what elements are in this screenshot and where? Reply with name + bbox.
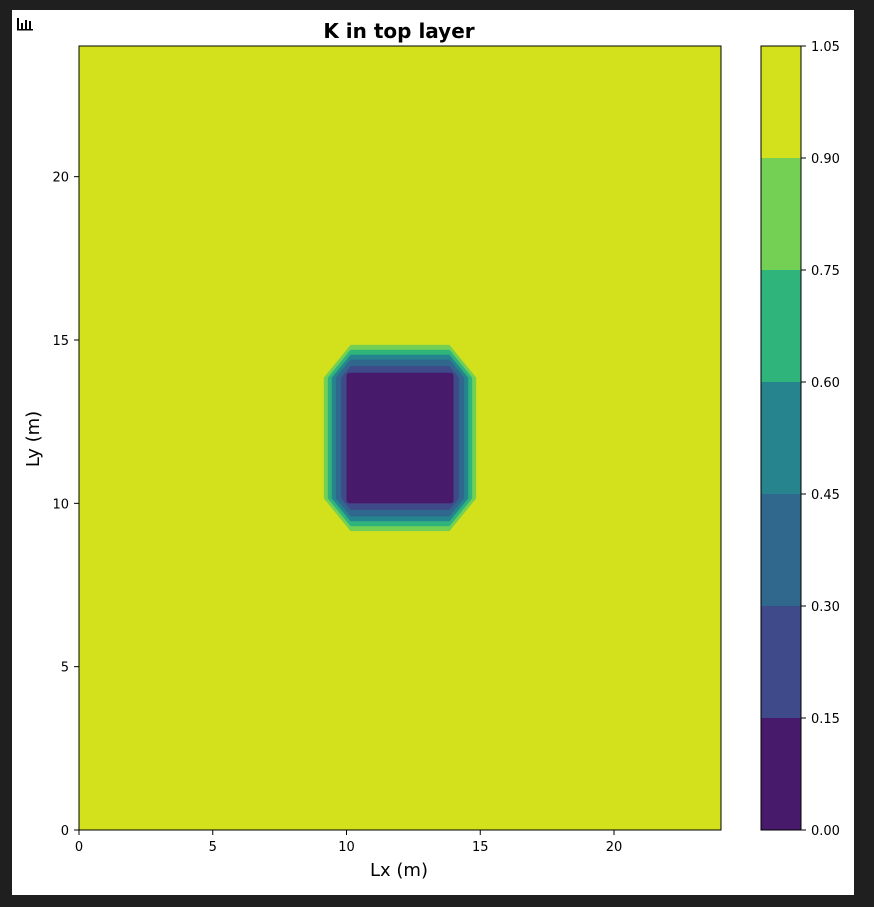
plot-area <box>78 45 722 831</box>
colorbar-band <box>761 270 801 382</box>
plot-frame <box>78 45 722 831</box>
colorbar-tick-label: 0.15 <box>811 712 840 727</box>
colorbar-tick-label: 1.05 <box>811 40 840 55</box>
x-tick-label: 5 <box>209 840 217 855</box>
y-axis: 0 5 10 15 20 <box>52 171 79 839</box>
colorbar-tick-label: 0.30 <box>811 600 840 615</box>
y-tick-label: 10 <box>52 497 69 512</box>
colorbar-band <box>761 158 801 270</box>
x-tick-label: 0 <box>75 840 83 855</box>
colorbar-tick-label: 0.45 <box>811 488 840 503</box>
colorbar-band <box>761 46 801 158</box>
y-axis-label: Ly (m) <box>23 411 44 467</box>
colorbar-band <box>761 382 801 494</box>
x-axis: 0 5 10 15 20 <box>75 830 622 855</box>
y-tick-label: 15 <box>52 334 69 349</box>
x-tick-label: 20 <box>606 840 623 855</box>
bar-chart-icon[interactable] <box>16 16 34 32</box>
x-axis-label: Lx (m) <box>370 860 428 881</box>
y-tick-label: 0 <box>61 824 69 839</box>
y-tick-label: 20 <box>52 171 69 186</box>
colorbar-tick-label: 0.60 <box>811 376 840 391</box>
colorbar-tick-label: 0.00 <box>811 824 840 839</box>
colorbar-band <box>761 494 801 606</box>
x-tick-label: 10 <box>338 840 355 855</box>
colorbar-frame <box>760 45 802 831</box>
colorbar-band <box>761 718 801 830</box>
colorbar-axis: 0.00 0.15 0.30 0.45 0.60 0.75 0.90 1.05 <box>801 40 840 839</box>
x-tick-label: 15 <box>472 840 489 855</box>
low-k-inclusion <box>346 372 454 504</box>
colorbar-tick-label: 0.90 <box>811 152 840 167</box>
colorbar-band <box>761 606 801 718</box>
y-tick-label: 5 <box>61 661 69 676</box>
colorbar <box>760 45 802 831</box>
chart-title: K in top layer <box>323 19 474 43</box>
colorbar-tick-label: 0.75 <box>811 264 840 279</box>
